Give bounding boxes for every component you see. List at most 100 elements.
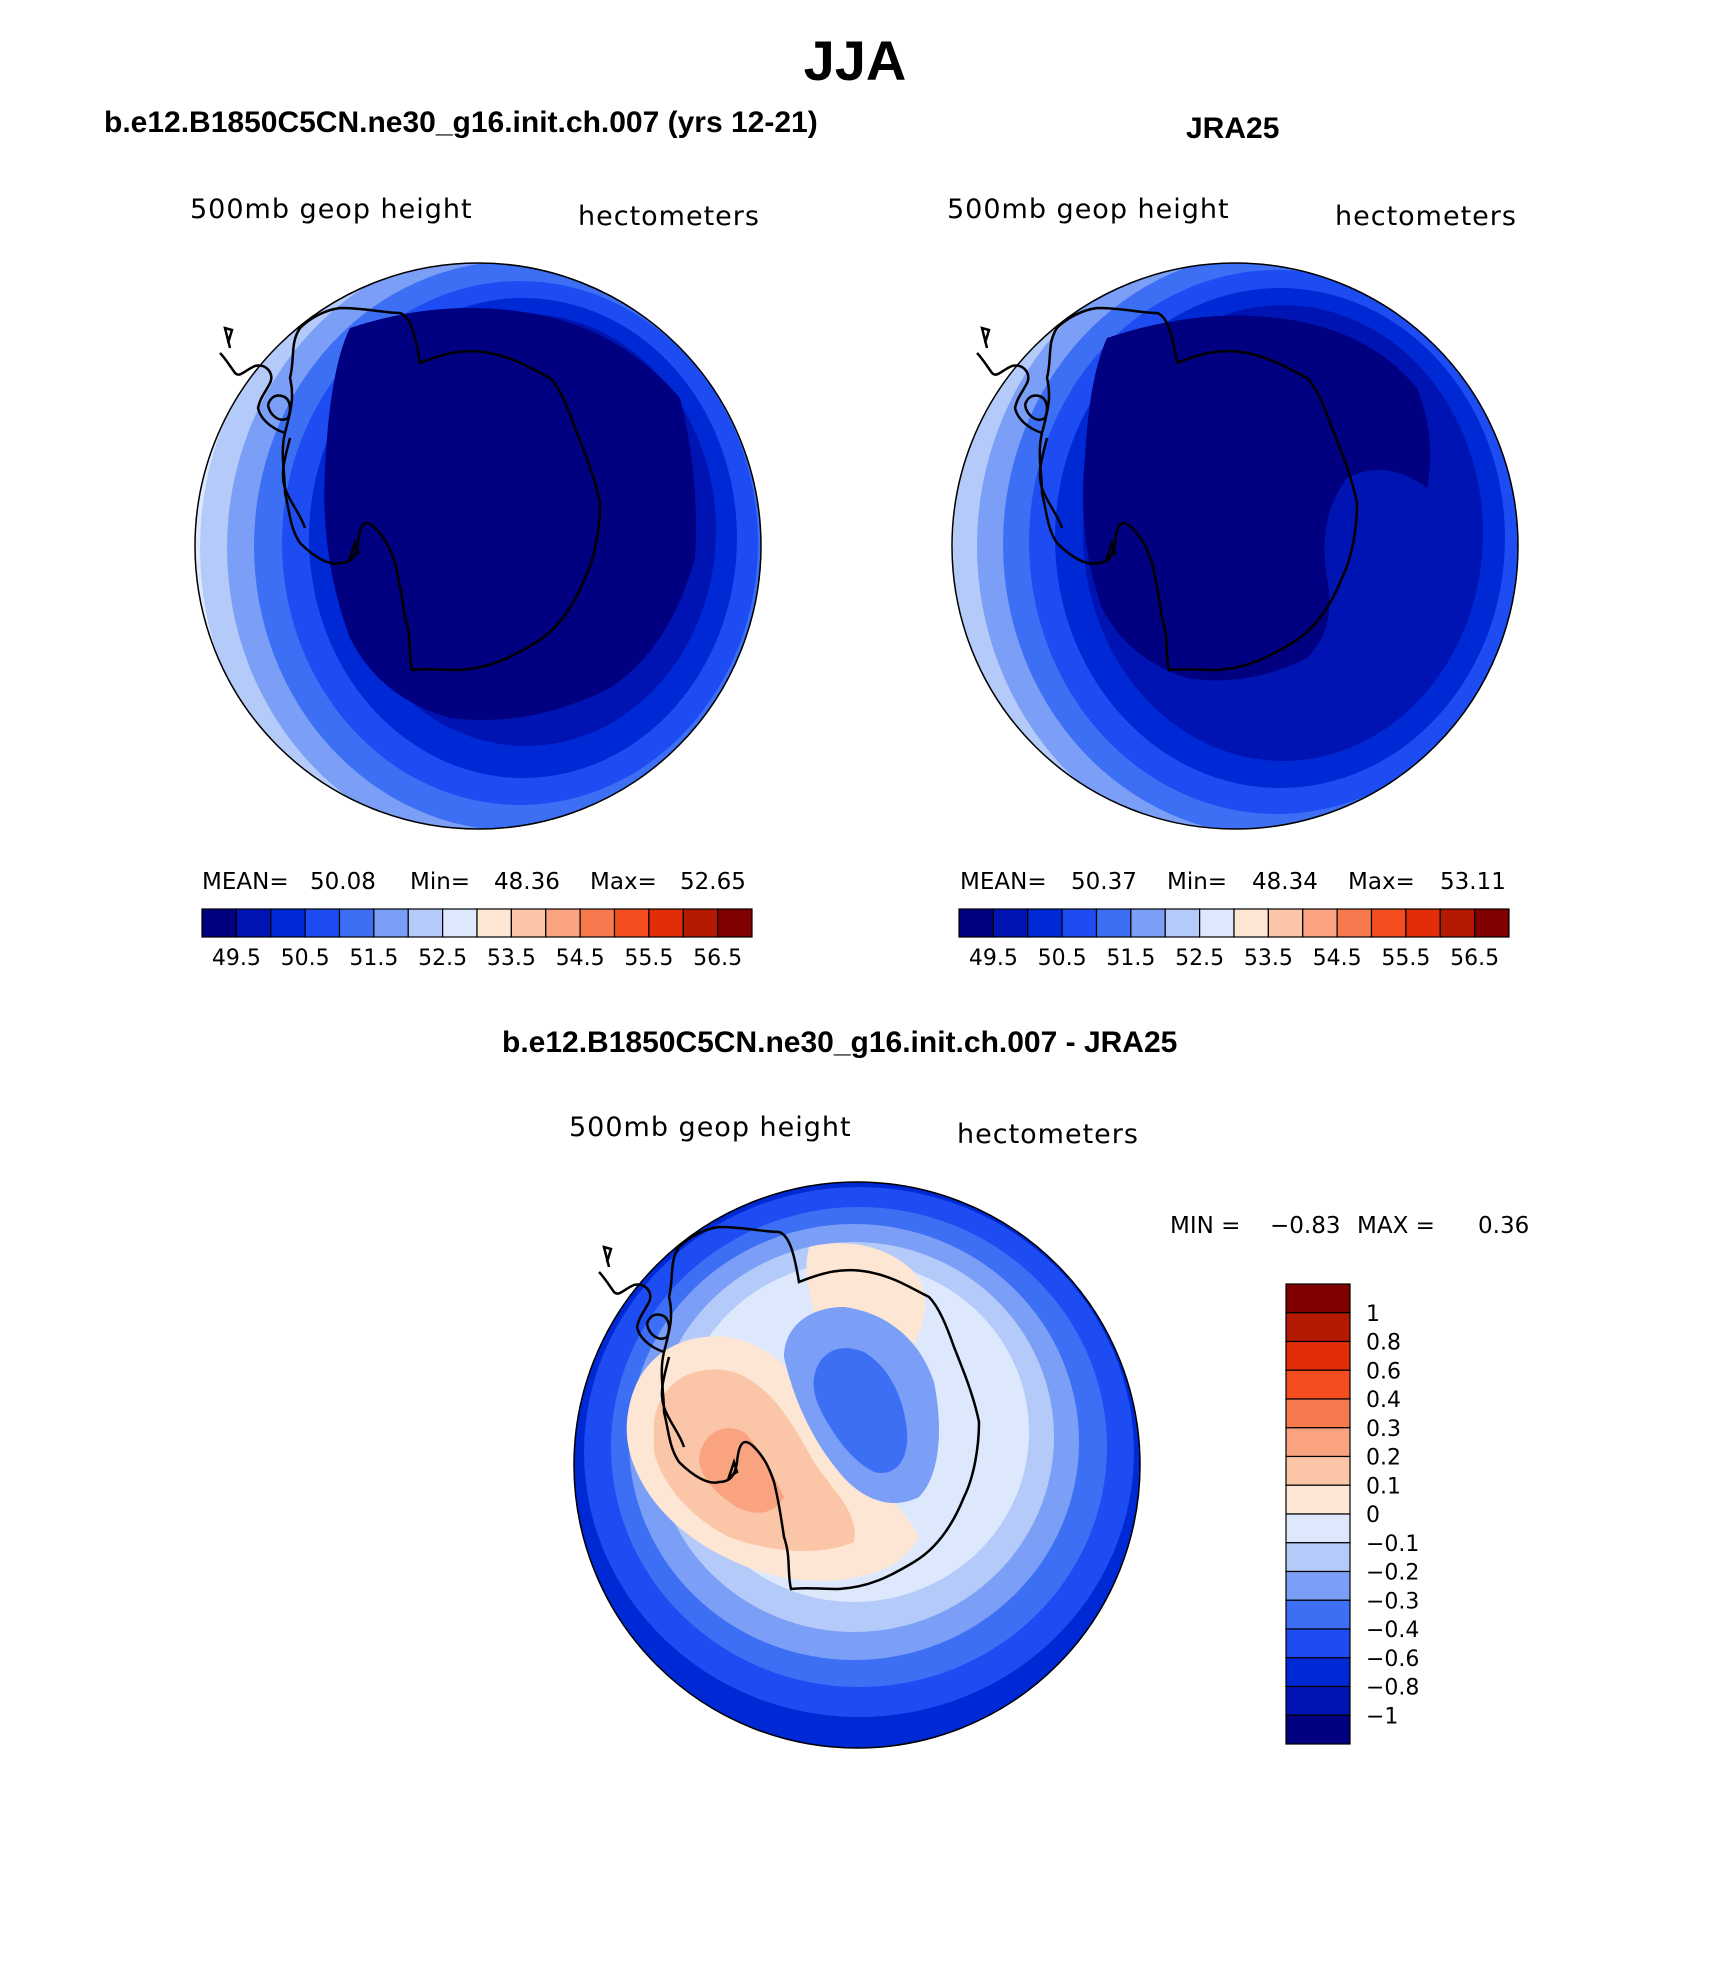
diff-colorbar-box-12 bbox=[1285, 1628, 1351, 1659]
diff-colorbar-box-11 bbox=[1285, 1599, 1351, 1630]
difference-polar-map bbox=[573, 1181, 1141, 1749]
colorbar-tick-label: 52.5 bbox=[1175, 946, 1224, 971]
diff-colorbar-box-14 bbox=[1285, 1685, 1351, 1716]
diff-colorbar-box-10 bbox=[1285, 1570, 1351, 1601]
model-mean-value: 50.08 bbox=[310, 869, 376, 895]
diff-colorbar-box-2 bbox=[1285, 1340, 1351, 1371]
colorbar-tick-label: 54.5 bbox=[556, 946, 605, 971]
reanalysis-max-value: 53.11 bbox=[1440, 869, 1506, 895]
colorbar-box-5 bbox=[373, 908, 409, 938]
colorbar-box-5 bbox=[1130, 908, 1166, 938]
model-antarctica-coastline bbox=[219, 306, 602, 672]
colorbar-box-12 bbox=[613, 908, 650, 938]
reanalysis-max-label: Max= bbox=[1348, 869, 1415, 895]
difference-contour-fill-minus-0.3-inner bbox=[813, 1348, 908, 1473]
diff-colorbar-tick-label: −0.1 bbox=[1366, 1532, 1419, 1557]
diff-colorbar-box-4 bbox=[1285, 1398, 1351, 1429]
colorbar-box-12 bbox=[1370, 908, 1407, 938]
model-units-label: hectometers bbox=[578, 201, 760, 232]
model-panel-title: b.e12.B1850C5CN.ne30_g16.init.ch.007 (yr… bbox=[104, 106, 818, 139]
colorbar-tick-label: 56.5 bbox=[693, 946, 742, 971]
colorbar-tick-label: 50.5 bbox=[281, 946, 330, 971]
diff-colorbar-tick-label: 0 bbox=[1366, 1503, 1380, 1528]
diff-colorbar-tick-label: −0.4 bbox=[1366, 1618, 1419, 1643]
diff-colorbar-tick-label: 0.8 bbox=[1366, 1331, 1401, 1356]
reanalysis-mean-value: 50.37 bbox=[1071, 869, 1137, 895]
colorbar-box-2 bbox=[1027, 908, 1063, 938]
diff-colorbar-box-8 bbox=[1285, 1513, 1351, 1544]
difference-map-boundary bbox=[573, 1181, 1141, 1749]
colorbar-box-8 bbox=[476, 908, 512, 938]
colorbar-tick-label: 55.5 bbox=[624, 946, 673, 971]
reanalysis-variable-label: 500mb geop height bbox=[947, 194, 1230, 225]
reanalysis-colorbar: 49.5 50.5 51.5 52.5 53.5 54.5 55.5 56.5 bbox=[958, 908, 1510, 971]
difference-max-label: MAX = bbox=[1357, 1213, 1435, 1239]
difference-antarctica-coastline bbox=[598, 1225, 981, 1591]
reanalysis-min-value: 48.34 bbox=[1252, 869, 1318, 895]
diff-colorbar-tick-label: 0.2 bbox=[1366, 1446, 1401, 1471]
colorbar-box-10 bbox=[1302, 908, 1338, 938]
diff-colorbar-box-6 bbox=[1285, 1455, 1351, 1486]
colorbar-tick-label: 51.5 bbox=[349, 946, 398, 971]
colorbar-box-1 bbox=[235, 908, 272, 938]
model-polar-map bbox=[194, 262, 762, 830]
reanalysis-antarctica-coastline bbox=[976, 306, 1359, 672]
colorbar-box-6 bbox=[407, 908, 444, 938]
colorbar-tick-label: 50.5 bbox=[1038, 946, 1087, 971]
reanalysis-polar-map bbox=[951, 262, 1519, 830]
colorbar-box-8 bbox=[1233, 908, 1269, 938]
model-max-label: Max= bbox=[590, 869, 657, 895]
colorbar-box-15 bbox=[1474, 908, 1510, 938]
difference-contour-fill-0.3 bbox=[699, 1428, 784, 1513]
diff-colorbar-tick-label: 0.3 bbox=[1366, 1417, 1401, 1442]
difference-colorbar: 1 0.8 0.6 0.4 0.3 0.2 0.1 0 −0.1 −0.2 −0.3 −0.4 −0.6… bbox=[1285, 1283, 1419, 1745]
colorbar-box-10 bbox=[545, 908, 581, 938]
colorbar-box-0 bbox=[958, 908, 994, 938]
colorbar-box-13 bbox=[648, 908, 684, 938]
colorbar-box-1 bbox=[992, 908, 1029, 938]
colorbar-box-11 bbox=[579, 908, 616, 938]
colorbar-tick-label: 49.5 bbox=[969, 946, 1018, 971]
diff-colorbar-box-5 bbox=[1285, 1427, 1351, 1458]
difference-panel-title: b.e12.B1850C5CN.ne30_g16.init.ch.007 - J… bbox=[502, 1026, 1178, 1059]
difference-variable-label: 500mb geop height bbox=[569, 1112, 852, 1143]
colorbar-tick-label: 51.5 bbox=[1106, 946, 1155, 971]
model-mean-label: MEAN= bbox=[202, 869, 289, 895]
colorbar-tick-label: 52.5 bbox=[418, 946, 467, 971]
colorbar-box-6 bbox=[1164, 908, 1201, 938]
colorbar-box-13 bbox=[1405, 908, 1441, 938]
diff-colorbar-tick-label: 1 bbox=[1366, 1302, 1380, 1327]
colorbar-box-2 bbox=[270, 908, 306, 938]
diff-colorbar-box-9 bbox=[1285, 1542, 1351, 1573]
colorbar-box-11 bbox=[1336, 908, 1373, 938]
model-contour-fill-49.5 bbox=[324, 308, 696, 720]
difference-max-value: 0.36 bbox=[1478, 1213, 1530, 1239]
difference-min-label: MIN = bbox=[1170, 1213, 1241, 1239]
colorbar-box-0 bbox=[201, 908, 237, 938]
diff-colorbar-tick-label: 0.4 bbox=[1366, 1388, 1401, 1413]
season-title: JJA bbox=[803, 29, 907, 92]
colorbar-tick-label: 53.5 bbox=[1244, 946, 1293, 971]
diff-colorbar-tick-label: −0.2 bbox=[1366, 1561, 1419, 1586]
reanalysis-units-label: hectometers bbox=[1335, 201, 1517, 232]
colorbar-box-7 bbox=[1199, 908, 1235, 938]
model-min-value: 48.36 bbox=[494, 869, 560, 895]
colorbar-tick-label: 54.5 bbox=[1313, 946, 1362, 971]
colorbar-box-14 bbox=[1439, 908, 1476, 938]
colorbar-box-4 bbox=[338, 908, 375, 938]
diff-colorbar-tick-label: −1 bbox=[1366, 1704, 1398, 1729]
colorbar-box-4 bbox=[1095, 908, 1132, 938]
colorbar-tick-label: 56.5 bbox=[1450, 946, 1499, 971]
colorbar-tick-label: 53.5 bbox=[487, 946, 536, 971]
diff-colorbar-tick-label: 0.1 bbox=[1366, 1474, 1401, 1499]
model-max-value: 52.65 bbox=[680, 869, 746, 895]
reanalysis-min-label: Min= bbox=[1167, 869, 1228, 895]
colorbar-tick-label: 49.5 bbox=[212, 946, 261, 971]
reanalysis-contour-fill-49.5 bbox=[1083, 315, 1431, 681]
model-colorbar: 49.5 50.5 51.5 52.5 53.5 54.5 55.5 56.5 bbox=[201, 908, 753, 971]
diff-colorbar-box-0 bbox=[1285, 1283, 1351, 1314]
colorbar-box-9 bbox=[510, 908, 547, 938]
diff-colorbar-box-7 bbox=[1285, 1484, 1351, 1515]
colorbar-box-14 bbox=[682, 908, 719, 938]
model-map-boundary bbox=[194, 262, 762, 830]
